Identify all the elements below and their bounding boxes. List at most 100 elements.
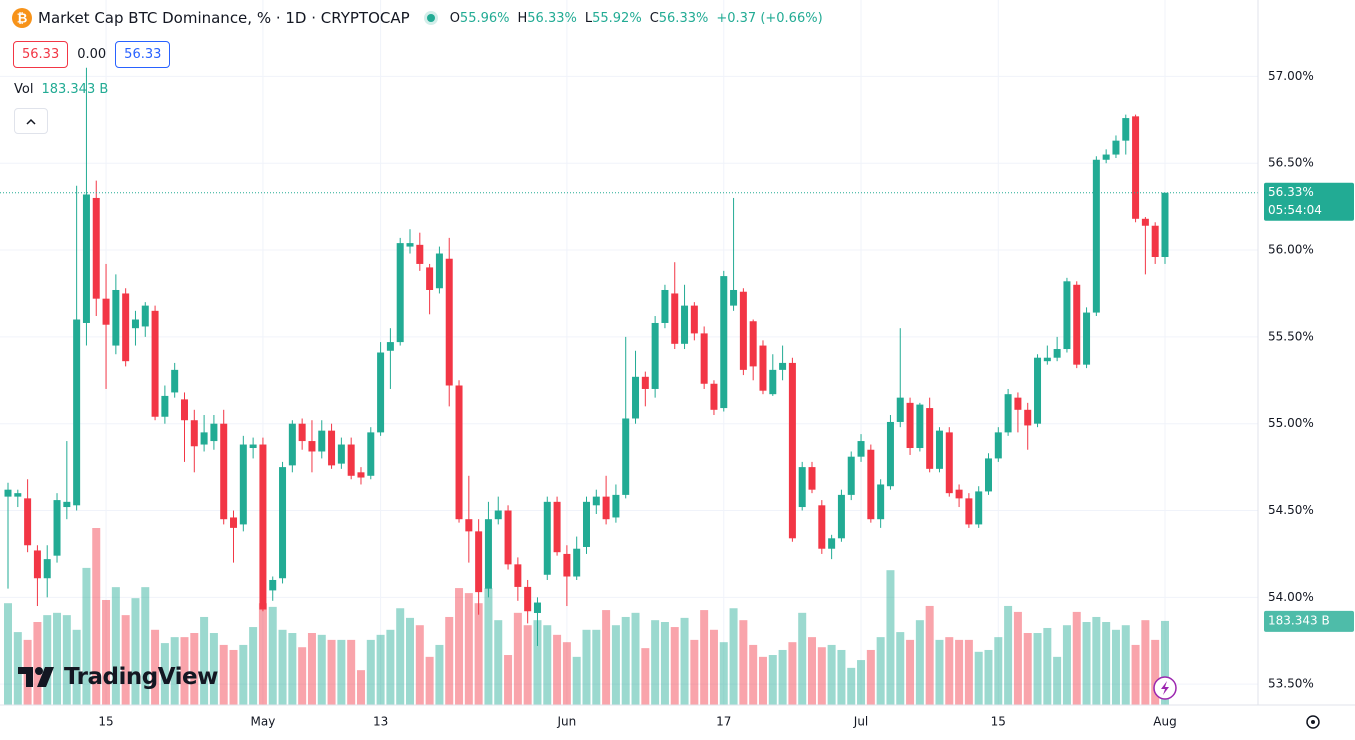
candle-body — [1073, 284, 1081, 365]
candle-body — [318, 430, 326, 452]
candle-body — [582, 501, 590, 547]
candle-body — [328, 430, 336, 466]
volume-bar — [915, 620, 924, 705]
chevron-icon — [26, 118, 36, 125]
candle-body — [720, 276, 728, 409]
volume-bar — [582, 629, 591, 705]
volume-bar — [131, 598, 140, 705]
candle-body — [122, 293, 130, 362]
candle-body — [200, 432, 208, 445]
volume-bar — [1023, 633, 1032, 705]
candle-body — [131, 319, 139, 329]
candle-body — [210, 423, 218, 442]
last-price-label: 56.33% — [1268, 185, 1314, 199]
replay-button[interactable] — [1153, 676, 1177, 700]
candle-body — [259, 444, 267, 610]
candle-body — [965, 498, 973, 525]
volume-bar — [366, 639, 375, 705]
y-tick-label: 54.50% — [1268, 503, 1314, 517]
candle-body — [1053, 349, 1061, 358]
volume-bar — [200, 616, 209, 705]
candle-body — [730, 289, 738, 306]
candle-body — [33, 550, 41, 579]
candle-body — [1092, 159, 1100, 313]
candle-body — [1161, 192, 1169, 257]
volume-bar — [445, 616, 454, 705]
volume-bar — [141, 587, 150, 705]
candle-body — [298, 423, 306, 442]
candle-body — [602, 496, 610, 520]
volume-bar — [435, 644, 444, 705]
volume-bar — [82, 567, 91, 705]
volume-bar — [62, 615, 71, 705]
volume-bar — [1082, 622, 1091, 705]
volume-bar — [278, 629, 287, 705]
candle-body — [190, 420, 198, 447]
volume-bar — [1033, 633, 1042, 705]
volume-bar — [553, 634, 562, 705]
candle-body — [641, 376, 649, 389]
candle-body — [1024, 409, 1032, 426]
candle-body — [573, 548, 581, 577]
candle-body — [857, 441, 865, 457]
candle-body — [739, 291, 747, 370]
candle-body — [906, 402, 914, 449]
candle-body — [151, 310, 159, 417]
ohlc-value: 55.92% — [592, 10, 642, 26]
volume-bar — [102, 599, 111, 705]
settings-icon-center — [1311, 720, 1315, 724]
volume-bar — [876, 637, 885, 705]
candle-body — [681, 305, 689, 344]
volume-bar — [317, 634, 326, 705]
volume-tag — [1264, 610, 1354, 632]
y-tick-label: 56.00% — [1268, 243, 1314, 257]
symbol-title[interactable]: Market Cap BTC Dominance, % · 1D · CRYPT… — [38, 9, 410, 27]
candle-body — [533, 602, 541, 613]
candle-body — [92, 197, 100, 299]
candle-body — [230, 517, 238, 528]
volume-bar — [121, 615, 130, 705]
candle-body — [445, 258, 453, 386]
volume-bar — [700, 610, 709, 705]
candle-body — [1112, 140, 1120, 155]
candle-body — [935, 430, 943, 469]
candle-body — [945, 432, 953, 494]
candle-body — [1014, 397, 1022, 410]
volume-bar — [307, 633, 316, 705]
candle-body — [798, 467, 806, 508]
svg-text:₿: ₿ — [17, 12, 28, 27]
candle-body — [484, 519, 492, 589]
volume-bar — [406, 617, 415, 705]
sell-button[interactable]: 56.33 — [13, 41, 69, 68]
volume-bar — [151, 629, 160, 705]
volume-bar — [190, 633, 199, 705]
candle-body — [749, 321, 757, 367]
volume-bar — [955, 639, 964, 705]
collapse-button[interactable] — [14, 108, 48, 134]
ohlc-key: O — [449, 10, 460, 26]
candle-body — [53, 500, 61, 556]
volume-bar — [43, 615, 52, 705]
candle-body — [377, 352, 385, 433]
candle-body — [926, 408, 934, 469]
candle-body — [112, 289, 120, 346]
volume-bar — [1072, 611, 1081, 705]
candle-body — [543, 501, 551, 575]
candle-body — [769, 369, 777, 395]
ohlc-value: 56.33% — [658, 10, 709, 26]
candle-body — [475, 531, 483, 593]
settings-button[interactable] — [1306, 715, 1320, 729]
candle-body — [504, 510, 512, 565]
candle-body — [1132, 116, 1140, 219]
volume-bar — [1141, 620, 1150, 705]
volume-bar — [219, 644, 228, 705]
candle-body — [553, 501, 561, 553]
candle-body — [82, 194, 90, 323]
volume-bar — [1092, 616, 1101, 705]
buy-button[interactable]: 56.33 — [115, 41, 171, 68]
candle-body — [14, 493, 22, 497]
volume-bar — [455, 588, 464, 705]
spread: 0.00 — [77, 47, 107, 62]
volume-bar — [935, 639, 944, 705]
candle-body — [690, 305, 698, 334]
